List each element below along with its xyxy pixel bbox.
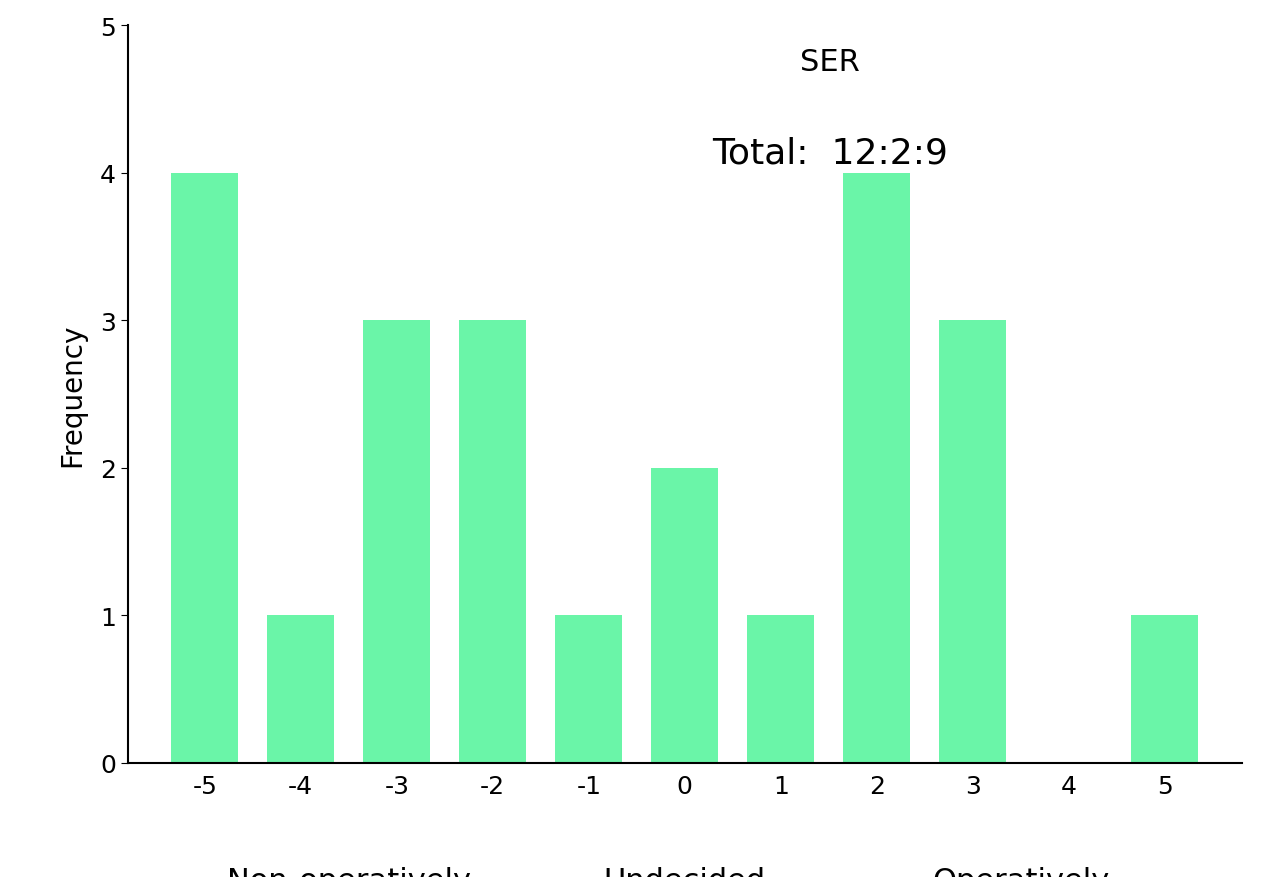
Text: Total:  12:2:9: Total: 12:2:9 — [712, 137, 947, 171]
Text: Operatively: Operatively — [932, 866, 1110, 877]
Bar — [748, 616, 814, 763]
Bar — [364, 321, 430, 763]
Bar — [268, 616, 334, 763]
Bar — [940, 321, 1006, 763]
Bar — [556, 616, 622, 763]
Bar — [1132, 616, 1198, 763]
Text: Non-operatively: Non-operatively — [227, 866, 471, 877]
Bar — [460, 321, 526, 763]
Bar — [652, 468, 718, 763]
Text: SER: SER — [800, 48, 859, 77]
Bar — [172, 174, 238, 763]
Bar — [844, 174, 910, 763]
Text: Undecided: Undecided — [604, 866, 765, 877]
Y-axis label: Frequency: Frequency — [59, 323, 86, 467]
